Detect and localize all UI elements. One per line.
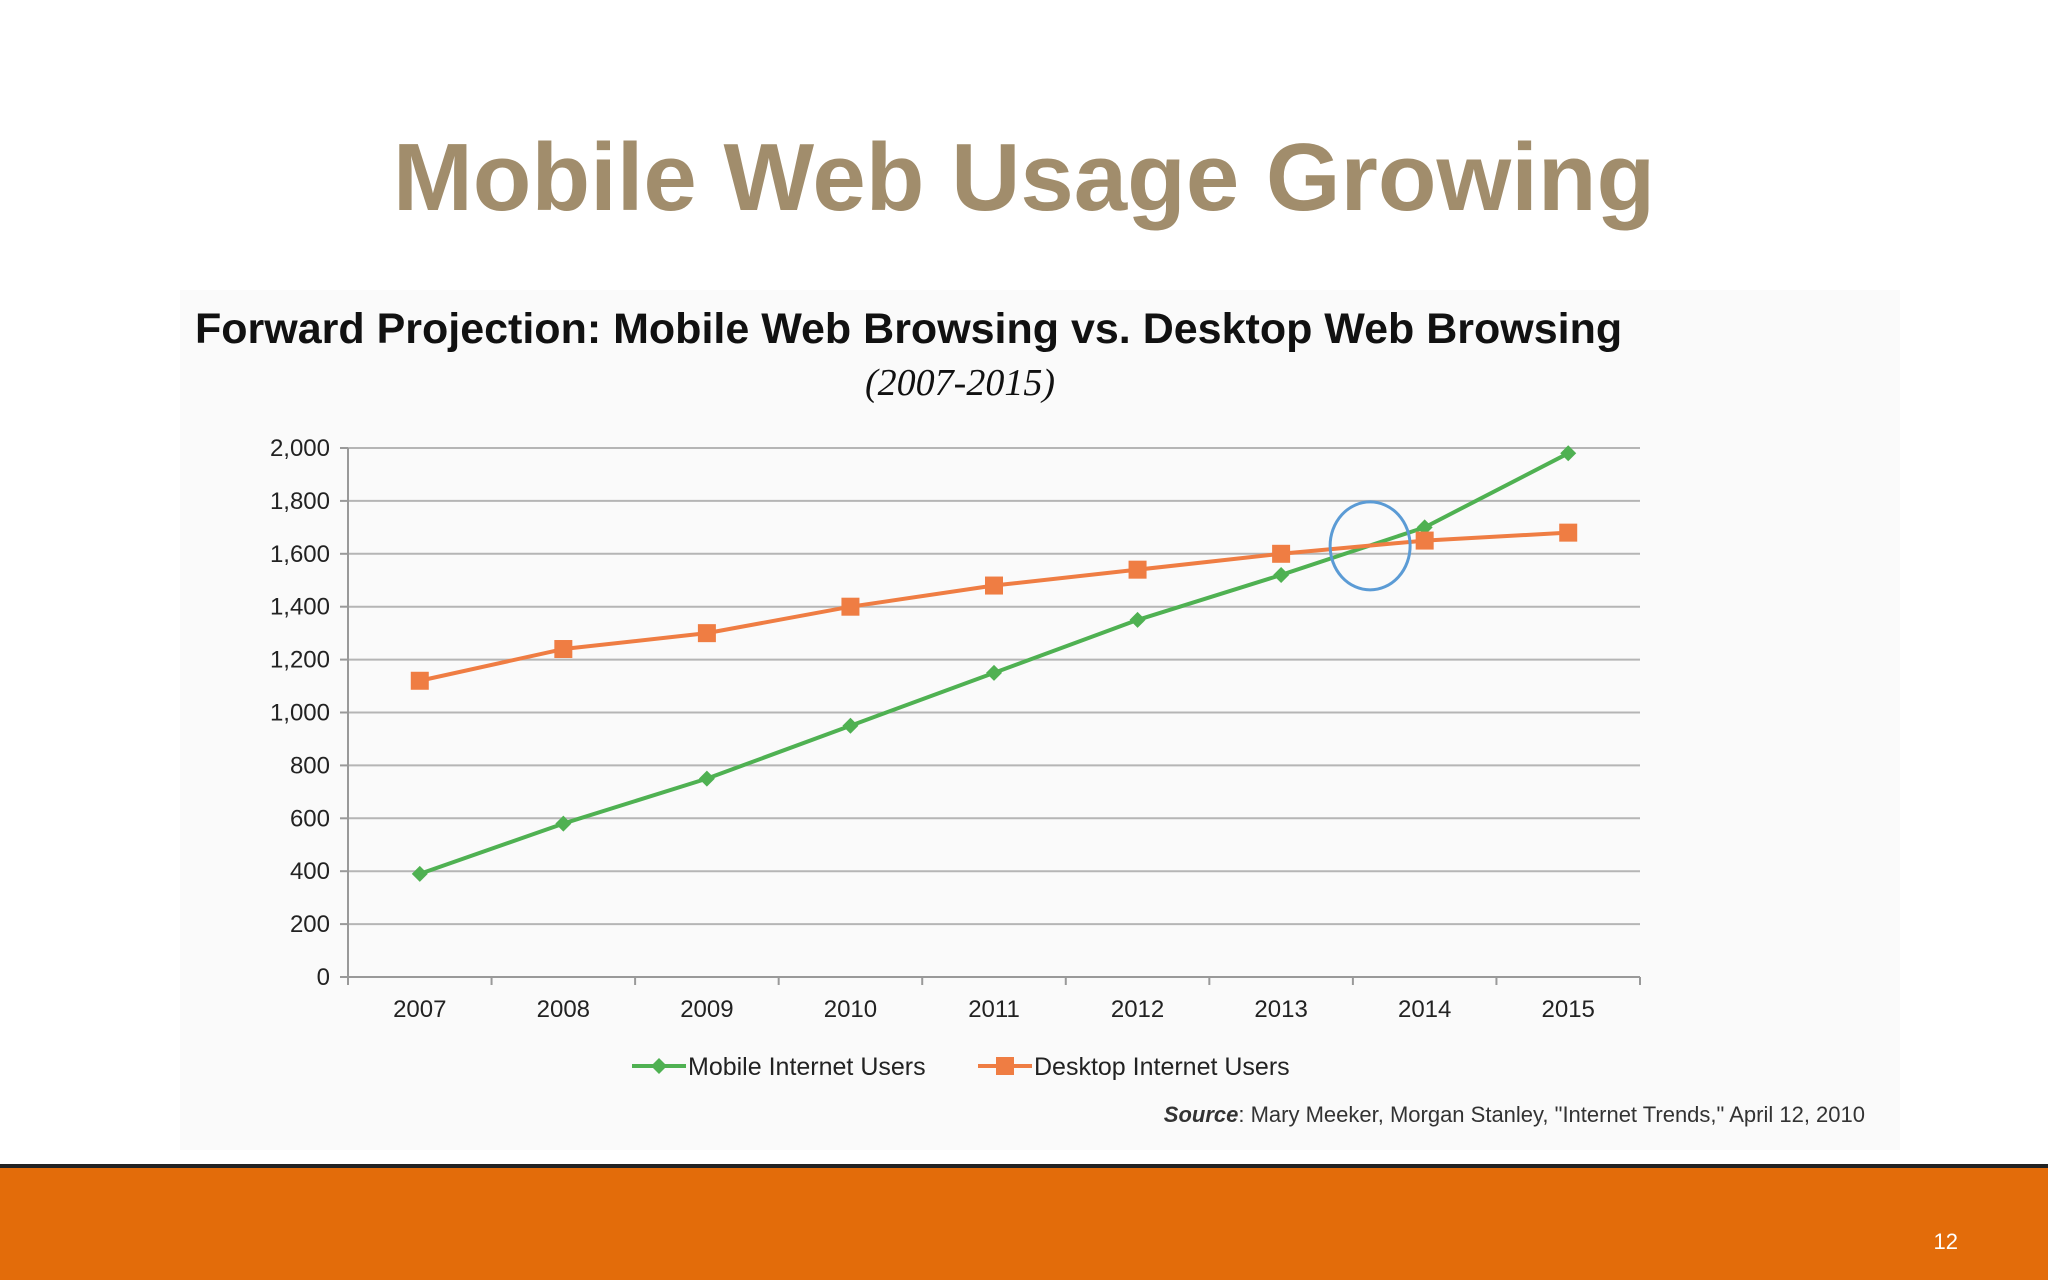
legend-mobile-marker [651,1058,667,1074]
legend-desktop-marker [996,1057,1014,1075]
x-tick-label: 2013 [1254,996,1307,1023]
chart-series [410,445,1578,882]
desktop-data-point [841,597,860,616]
mobile-data-point [698,770,715,787]
x-tick-label: 2011 [968,996,1020,1023]
chart-title: Forward Projection: Mobile Web Browsing … [195,305,1623,353]
chart-axes: 0 200 400 600 800 1,000 1,200 1,400 1,600 1,800 2,… [270,435,1641,1023]
mobile-series-line [419,451,1570,876]
x-tick-label: 2010 [824,996,877,1023]
slide-title: Mobile Web Usage Growing [392,124,1656,231]
y-tick-label: 1,800 [270,488,330,515]
desktop-data-point [1272,544,1291,563]
crossover-circle-annotation [1328,500,1412,592]
mobile-data-point [842,717,859,734]
desktop-data-point [985,576,1003,595]
desktop-data-point [1415,531,1434,550]
x-tick-label: 2008 [537,996,590,1023]
legend-mobile-label: Mobile Internet Users [688,1053,926,1081]
mobile-data-point [1129,611,1146,628]
y-tick-label: 1,000 [270,700,330,727]
footer-bar [0,1164,2048,1280]
desktop-data-point [410,671,429,690]
desktop-data-point [554,640,573,659]
y-tick-label: 1,600 [270,541,330,568]
x-tick-label: 2014 [1398,996,1451,1023]
y-tick-label: 600 [290,805,330,832]
x-tick-label: 2009 [680,996,733,1023]
x-tick-label: 2007 [393,996,446,1023]
y-tick-label: 200 [290,911,330,938]
mobile-data-point [986,664,1002,681]
chart-legend: Mobile Internet Users Desktop Internet Us… [632,1053,1290,1081]
source-text: : Mary Meeker, Morgan Stanley, "Internet… [1238,1102,1865,1127]
y-tick-label: 800 [290,752,330,779]
desktop-data-point [1128,560,1147,579]
desktop-data-point [1559,523,1578,542]
legend-desktop-label: Desktop Internet Users [1034,1053,1290,1081]
mobile-data-point [1416,519,1433,536]
x-tick-label: 2015 [1542,996,1595,1023]
mobile-data-point [555,815,572,832]
desktop-data-point [697,624,716,643]
source-label: Source [1163,1102,1239,1127]
chart-annotations [1328,500,1412,592]
y-tick-label: 1,400 [270,594,330,621]
chart-image-area [180,290,1900,1150]
x-tick-label: 2012 [1111,996,1164,1023]
mobile-data-point [411,865,428,882]
y-tick-label: 2,000 [270,435,330,462]
y-tick-label: 0 [317,964,330,991]
y-tick-label: 1,200 [270,647,330,674]
source-citation: Source: Mary Meeker, Morgan Stanley, "In… [1164,1100,1865,1130]
mobile-data-point [1273,566,1290,583]
mobile-data-point [1560,445,1577,462]
grid-lines [348,447,1640,926]
y-tick-label: 400 [290,858,330,885]
chart-subtitle: (2007-2015) [865,362,1055,404]
page-number: 12 [1933,1229,1958,1254]
